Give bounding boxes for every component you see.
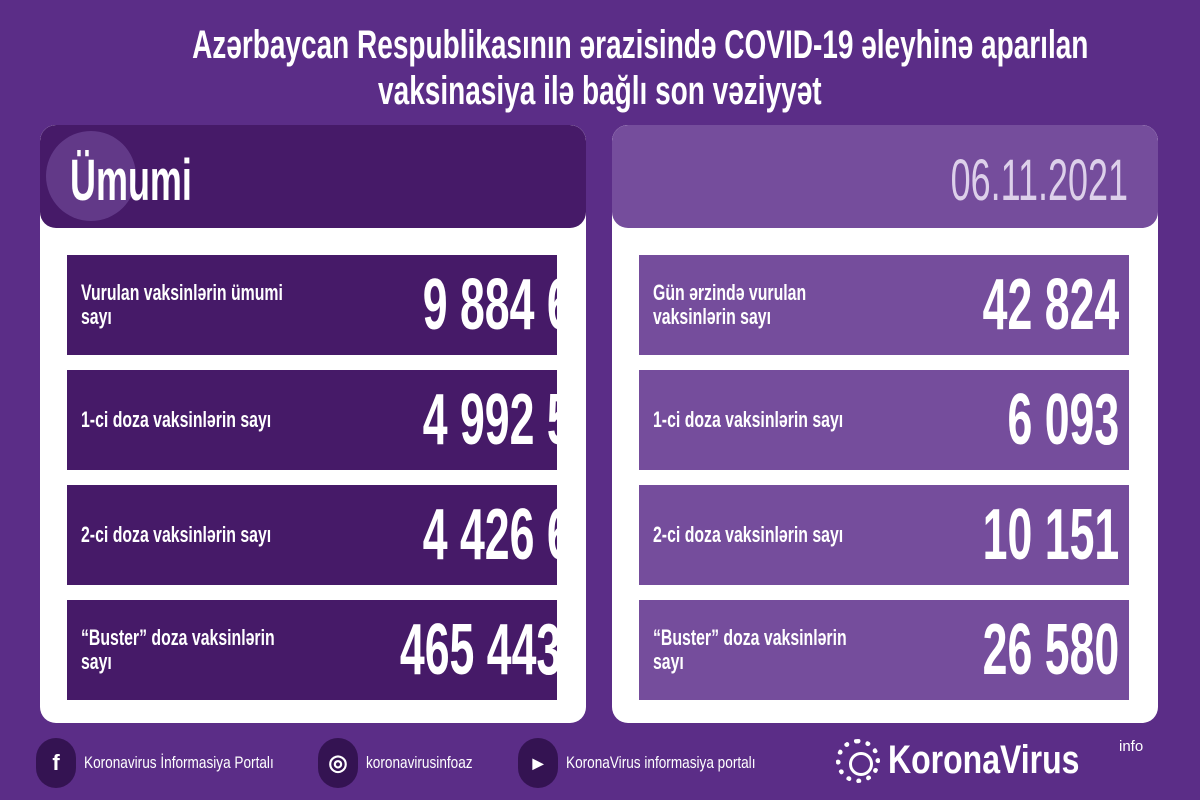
- daily-header: 06.11.2021: [612, 125, 1158, 228]
- virus-icon: [46, 131, 136, 221]
- stat-label: Vurulan vaksinlərin ümumi sayı: [81, 280, 283, 329]
- stat-value: 4 426 631: [422, 495, 586, 575]
- sun-virus-icon: [836, 738, 880, 783]
- stat-value: 465 443: [399, 610, 562, 690]
- facebook-icon: f: [36, 738, 76, 788]
- stat-value: 42 824: [982, 265, 1119, 345]
- youtube-link[interactable]: ▶ KoronaVirus informasiya portalı: [518, 738, 803, 788]
- stat-row: “Buster” doza vaksinlərin sayı 465 443: [67, 600, 561, 700]
- stat-label: “Buster” doza vaksinlərin sayı: [81, 625, 275, 674]
- stat-row: 2-ci doza vaksinlərin sayı 4 426 631: [67, 485, 586, 585]
- stat-row: 1-ci doza vaksinlərin sayı 6 093: [639, 370, 1129, 470]
- total-heading: Ümumi: [70, 148, 192, 213]
- koronavirus-logo: KoronaVirus info: [836, 738, 1143, 783]
- stat-value: 9 884 608: [422, 265, 586, 345]
- stat-value: 10 151: [982, 495, 1119, 575]
- stat-label: 1-ci doza vaksinlərin sayı: [653, 407, 844, 432]
- stat-row: Vurulan vaksinlərin ümumi sayı 9 884 608: [67, 255, 586, 355]
- total-header: Ümumi: [40, 125, 586, 228]
- youtube-icon: ▶: [518, 738, 558, 788]
- logo-superscript: info: [1119, 738, 1144, 755]
- stat-label: “Buster” doza vaksinlərin sayı: [653, 625, 847, 674]
- logo-text: KoronaVirus: [888, 738, 1080, 782]
- stat-label: 1-ci doza vaksinlərin sayı: [81, 407, 272, 432]
- total-card: Ümumi Vurulan vaksinlərin ümumi sayı 9 88…: [40, 125, 586, 723]
- daily-card: 06.11.2021 Gün ərzində vurulan vaksinlər…: [612, 125, 1158, 723]
- title-line-2: vaksinasiya ilə bağlı son vəziyyət: [378, 69, 822, 113]
- infographic-title: Azərbaycan Respublikasının ərazisində CO…: [0, 22, 1200, 114]
- stat-label: 2-ci doza vaksinlərin sayı: [653, 522, 844, 547]
- stat-row: Gün ərzində vurulan vaksinlərin sayı 42 8…: [639, 255, 1129, 355]
- instagram-label: koronavirusinfoaz: [366, 753, 473, 772]
- stat-row: 1-ci doza vaksinlərin sayı 4 992 534: [67, 370, 586, 470]
- facebook-link[interactable]: f Koronavirus İnformasiya Portalı: [36, 738, 321, 788]
- stat-row: “Buster” doza vaksinlərin sayı 26 580: [639, 600, 1129, 700]
- stat-row: 2-ci doza vaksinlərin sayı 10 151: [639, 485, 1129, 585]
- youtube-label: KoronaVirus informasiya portalı: [566, 753, 756, 772]
- footer: f Koronavirus İnformasiya Portalı ◎ korona…: [0, 738, 1200, 790]
- stat-label: 2-ci doza vaksinlərin sayı: [81, 522, 272, 547]
- stat-label: Gün ərzində vurulan vaksinlərin sayı: [653, 280, 807, 329]
- instagram-icon: ◎: [318, 738, 358, 788]
- report-date: 06.11.2021: [950, 148, 1128, 213]
- stat-value: 6 093: [1007, 380, 1119, 460]
- facebook-label: Koronavirus İnformasiya Portalı: [84, 753, 274, 772]
- title-line-1: Azərbaycan Respublikasının ərazisində CO…: [192, 23, 1089, 67]
- stat-value: 26 580: [982, 610, 1119, 690]
- instagram-link[interactable]: ◎ koronavirusinfoaz: [318, 738, 499, 788]
- stat-value: 4 992 534: [422, 380, 586, 460]
